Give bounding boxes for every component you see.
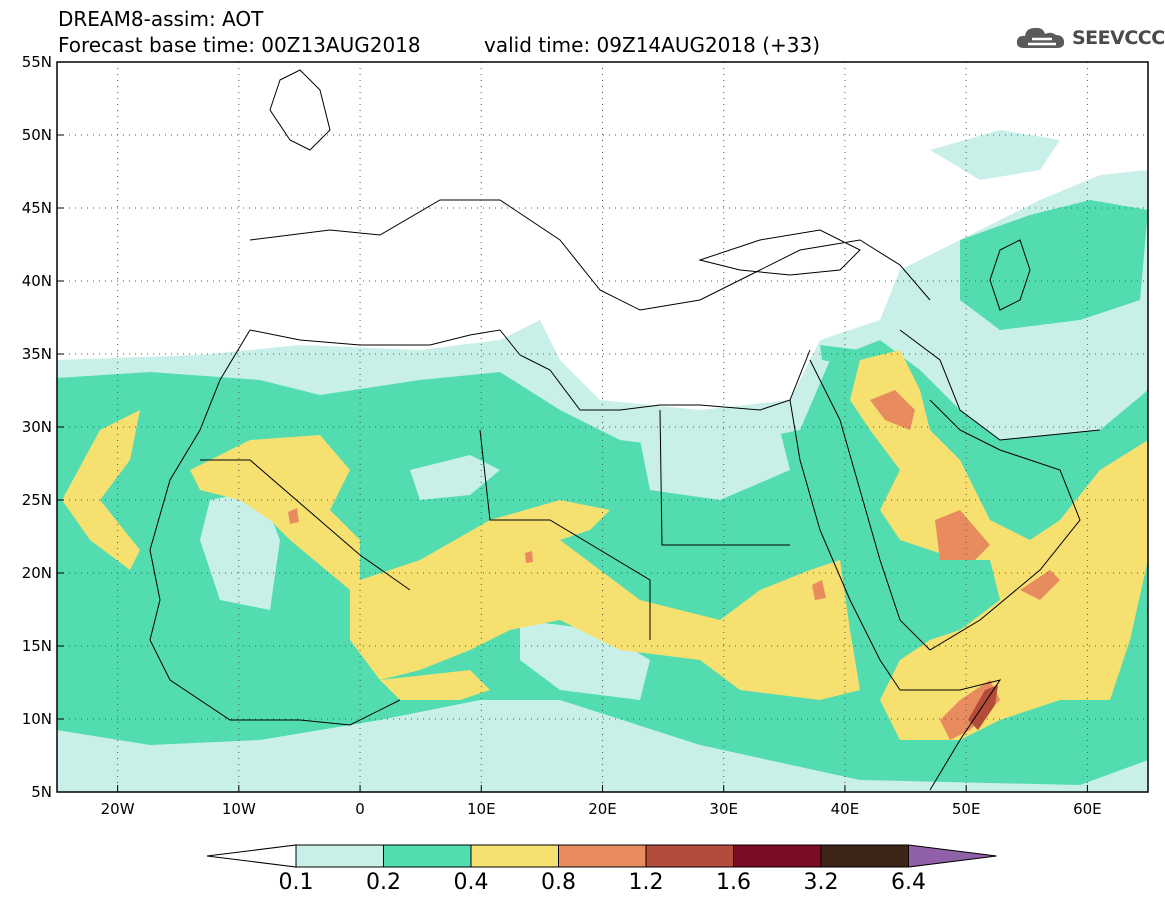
aot-band-green-3 [820, 345, 860, 365]
aot-band-light-2 [930, 130, 1060, 180]
lon-tick-label: 60E [1073, 800, 1102, 818]
aot-field [57, 130, 1148, 792]
colorbar-level-label: 0.1 [278, 870, 314, 895]
aot-hole-1 [410, 455, 500, 500]
aot-band-orange-2 [935, 510, 990, 560]
aot-band-green-2 [960, 200, 1148, 330]
colorbar-level-label: 6.4 [891, 870, 926, 895]
colorbar-level-label: 3.2 [803, 870, 839, 895]
colorbar-swatch [558, 844, 647, 868]
colorbar-level-label: 0.8 [541, 870, 576, 895]
lat-tick-label: 15N [22, 637, 52, 655]
coast-horn [900, 679, 1002, 791]
lon-tick-label: 10E [467, 800, 496, 818]
coast-europe [249, 199, 931, 311]
aot-band-yellow-arabia [850, 350, 1148, 740]
colorbar-level-label: 1.2 [628, 870, 664, 895]
border-sahara-1 [200, 459, 411, 591]
aot-hole-3 [520, 620, 650, 700]
coast-red-sea [789, 399, 901, 691]
lat-tick-label: 10N [22, 710, 52, 728]
lon-tick-label: 20E [588, 800, 617, 818]
aot-band-yellow-west [62, 410, 140, 570]
colorbar-swatch [383, 844, 472, 868]
forecast-base-time: Forecast base time: 00Z13AUG2018 [58, 33, 421, 57]
cloud-icon [1016, 27, 1065, 48]
aot-band-orange-1 [870, 390, 915, 430]
border-black-sea [698, 229, 861, 276]
coast-arabia [809, 359, 1081, 651]
lat-tick-label: 45N [22, 199, 52, 217]
valid-time: valid time: 09Z14AUG2018 (+33) [484, 33, 821, 57]
colorbar-low-arrow [206, 844, 297, 868]
lat-tick-label: 50N [22, 126, 52, 144]
aot-band-yellow-sahara [190, 435, 860, 700]
coastlines [149, 69, 1101, 791]
colorbar-level-label: 1.6 [716, 870, 751, 895]
colorbar-swatch [645, 844, 734, 868]
aot-band-orange-5 [288, 508, 299, 524]
colorbar-swatch [733, 844, 822, 868]
lat-tick-label: 5N [31, 783, 52, 801]
lat-tick-label: 30N [22, 418, 52, 436]
lat-tick-label: 55N [22, 53, 52, 71]
lat-tick-label: 35N [22, 345, 52, 363]
lon-tick-label: 0 [355, 800, 365, 818]
border-iran [899, 329, 1101, 441]
lon-tick-label: 10W [222, 800, 256, 818]
border-sahara-2 [479, 429, 651, 640]
colorbar-level-label: 0.2 [366, 870, 401, 895]
aot-hole-2 [200, 490, 280, 610]
lat-tick-label: 40N [22, 272, 52, 290]
coast-west-africa [149, 329, 401, 726]
longitude-axis: 20W 10W 0 10E 20E 30E 40E 50E 60E [101, 785, 1102, 818]
logo-text: SEEVCCC [1072, 27, 1165, 49]
coast-north-africa [249, 329, 811, 411]
map-title: DREAM8-assim: AOT [58, 7, 264, 31]
colorbar-swatch [470, 844, 559, 868]
lon-tick-label: 20W [101, 800, 135, 818]
coast-uk [269, 69, 331, 151]
coast-caspian [989, 239, 1031, 311]
aot-band-yellow-chad [380, 670, 490, 700]
lat-tick-label: 20N [22, 564, 52, 582]
aot-band-orange-7 [812, 580, 826, 600]
aot-band-orange-6 [525, 551, 533, 563]
colorbar [206, 844, 997, 868]
colorbar-swatch [295, 844, 384, 868]
border-egypt [659, 409, 790, 546]
lon-tick-label: 30E [709, 800, 738, 818]
lon-tick-label: 50E [952, 800, 981, 818]
aot-hole-5 [640, 430, 790, 500]
lat-tick-label: 25N [22, 491, 52, 509]
colorbar-high-arrow [908, 844, 997, 868]
colorbar-swatch [820, 844, 909, 868]
colorbar-level-label: 0.4 [453, 870, 489, 895]
latitude-axis: 55N 50N 45N 40N 35N 30N 25N 20N 15N 10N 5N [22, 53, 64, 801]
lon-tick-label: 40E [831, 800, 860, 818]
aot-band-orange-3 [1020, 570, 1060, 600]
seevccc-logo: SEEVCCC [1016, 24, 1165, 52]
